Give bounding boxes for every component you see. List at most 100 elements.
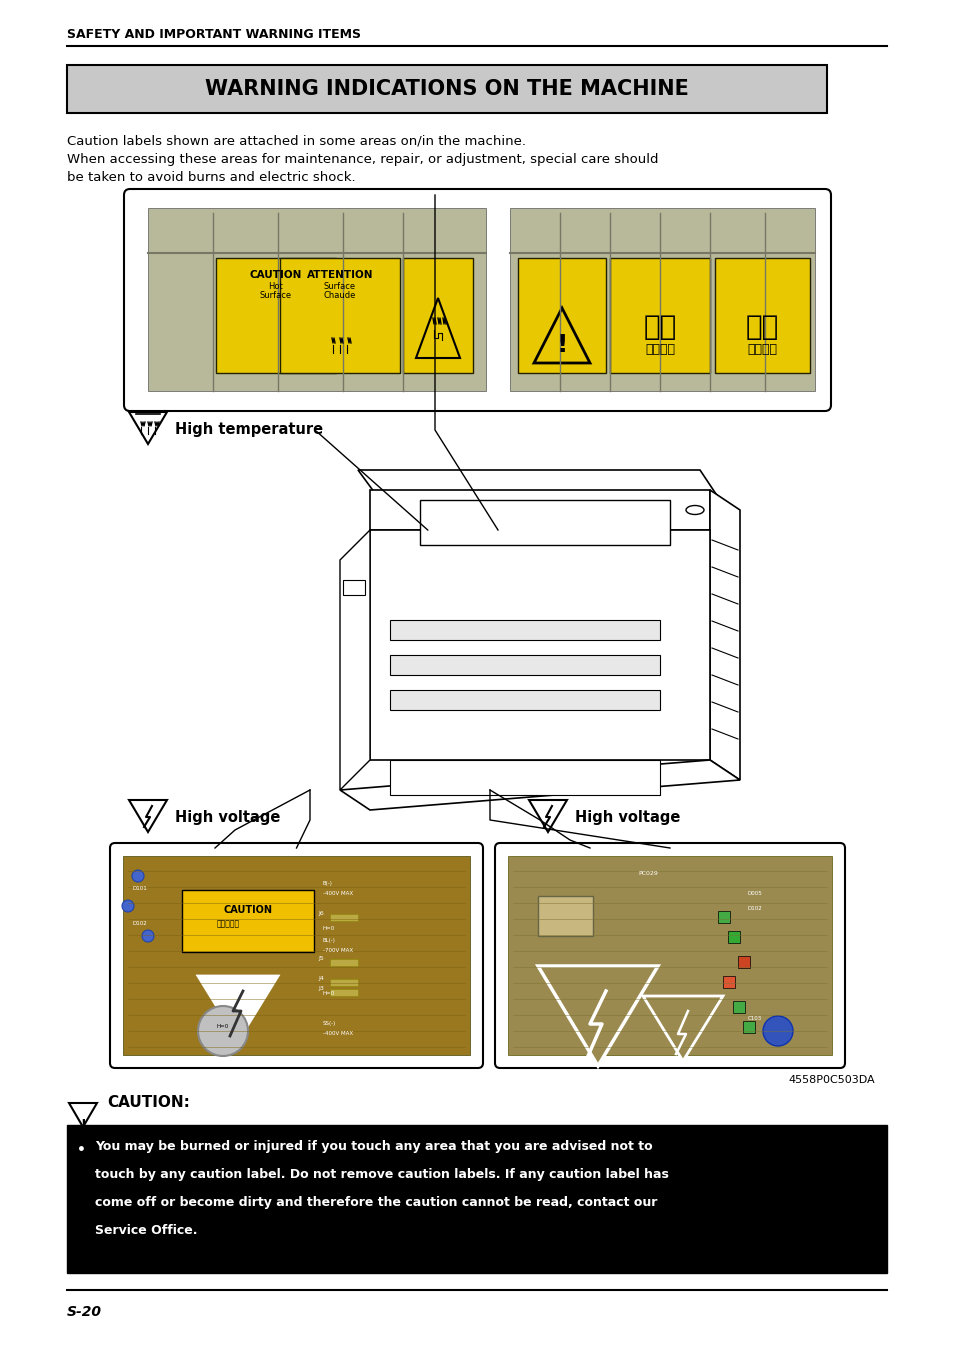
FancyBboxPatch shape [330,959,357,965]
Text: Surface: Surface [324,283,355,291]
Polygon shape [129,800,167,831]
Text: Hot: Hot [269,283,283,291]
Polygon shape [390,760,659,795]
FancyBboxPatch shape [390,654,659,675]
Text: H=0: H=0 [323,991,335,996]
FancyBboxPatch shape [732,1000,744,1013]
Polygon shape [370,530,709,760]
Text: touch by any caution label. Do not remove caution labels. If any caution label h: touch by any caution label. Do not remov… [95,1168,668,1182]
Text: High voltage: High voltage [575,810,679,825]
FancyBboxPatch shape [419,500,669,545]
FancyBboxPatch shape [495,844,844,1068]
Text: J3: J3 [317,986,323,991]
Text: 표면고온: 표면고온 [747,343,777,356]
FancyBboxPatch shape [510,208,814,391]
Text: Chaude: Chaude [323,291,355,300]
Text: High voltage: High voltage [174,810,280,825]
Text: J4: J4 [317,976,323,982]
Text: -400V MAX: -400V MAX [323,1032,353,1036]
Text: D101: D101 [132,886,148,891]
Text: -400V MAX: -400V MAX [323,891,353,896]
Text: BL(-): BL(-) [323,938,335,942]
Text: 주의: 주의 [745,314,779,341]
FancyBboxPatch shape [67,1125,886,1274]
Text: S-20: S-20 [67,1305,102,1320]
Polygon shape [534,308,589,362]
FancyBboxPatch shape [330,979,357,986]
Polygon shape [198,976,277,1041]
Text: B(-): B(-) [323,882,333,886]
FancyBboxPatch shape [402,258,473,373]
Text: H=0: H=0 [323,926,335,932]
Text: WARNING INDICATIONS ON THE MACHINE: WARNING INDICATIONS ON THE MACHINE [205,78,688,99]
Text: !: ! [556,333,567,357]
FancyBboxPatch shape [330,990,357,996]
Text: H=0: H=0 [216,1023,229,1029]
Circle shape [132,869,144,882]
Text: CAUTION: CAUTION [250,270,302,280]
Text: Service Office.: Service Office. [95,1224,197,1237]
Text: J6: J6 [317,911,323,917]
Text: 高压・注意: 高压・注意 [216,919,239,927]
FancyBboxPatch shape [718,911,729,923]
Polygon shape [339,760,740,810]
FancyBboxPatch shape [738,956,749,968]
Polygon shape [529,800,566,831]
Text: D102: D102 [747,906,762,911]
Text: D102: D102 [132,921,148,926]
Text: •: • [77,1142,86,1157]
Ellipse shape [685,506,703,515]
Polygon shape [129,412,167,443]
Polygon shape [642,996,722,1061]
Text: J5: J5 [317,956,323,961]
Text: be taken to avoid burns and electric shock.: be taken to avoid burns and electric sho… [67,170,355,184]
Text: -700V MAX: -700V MAX [323,948,353,953]
Text: 注意: 注意 [642,314,676,341]
Text: come off or become dirty and therefore the caution cannot be read, contact our: come off or become dirty and therefore t… [95,1197,657,1209]
Circle shape [122,900,133,913]
Text: PC029: PC029 [638,871,658,876]
Text: CAUTION:: CAUTION: [107,1095,190,1110]
FancyBboxPatch shape [124,189,830,411]
Text: CAUTION: CAUTION [223,904,273,915]
FancyBboxPatch shape [390,621,659,639]
Text: 4558P0C503DA: 4558P0C503DA [787,1075,874,1086]
Text: D005: D005 [747,891,762,896]
Polygon shape [339,530,370,790]
Text: 表面高温: 表面高温 [644,343,675,356]
FancyBboxPatch shape [330,914,357,921]
FancyBboxPatch shape [722,976,734,988]
FancyBboxPatch shape [517,258,605,373]
FancyBboxPatch shape [67,65,826,114]
FancyBboxPatch shape [343,580,365,595]
Text: When accessing these areas for maintenance, repair, or adjustment, special care : When accessing these areas for maintenan… [67,153,658,166]
FancyBboxPatch shape [280,258,399,373]
Circle shape [198,1006,248,1056]
Text: SS(-): SS(-) [323,1021,335,1026]
Polygon shape [537,965,658,1065]
FancyBboxPatch shape [507,856,831,1055]
FancyBboxPatch shape [390,690,659,710]
Text: !: ! [80,1118,86,1132]
Text: ATTENTION: ATTENTION [307,270,373,280]
Text: C103: C103 [747,1015,761,1021]
Polygon shape [709,489,740,780]
FancyBboxPatch shape [110,844,482,1068]
Polygon shape [69,1103,97,1128]
FancyBboxPatch shape [148,208,485,391]
FancyBboxPatch shape [215,258,335,373]
FancyBboxPatch shape [609,258,709,373]
Text: Caution labels shown are attached in some areas on/in the machine.: Caution labels shown are attached in som… [67,135,525,147]
FancyBboxPatch shape [714,258,809,373]
Text: Surface: Surface [259,291,292,300]
Circle shape [142,930,153,942]
FancyBboxPatch shape [537,896,593,936]
FancyBboxPatch shape [742,1021,754,1033]
FancyBboxPatch shape [727,932,740,942]
Polygon shape [370,489,709,530]
Text: SAFETY AND IMPORTANT WARNING ITEMS: SAFETY AND IMPORTANT WARNING ITEMS [67,28,360,41]
FancyBboxPatch shape [182,890,314,952]
FancyBboxPatch shape [123,856,470,1055]
Circle shape [762,1015,792,1046]
Text: High temperature: High temperature [174,422,323,437]
